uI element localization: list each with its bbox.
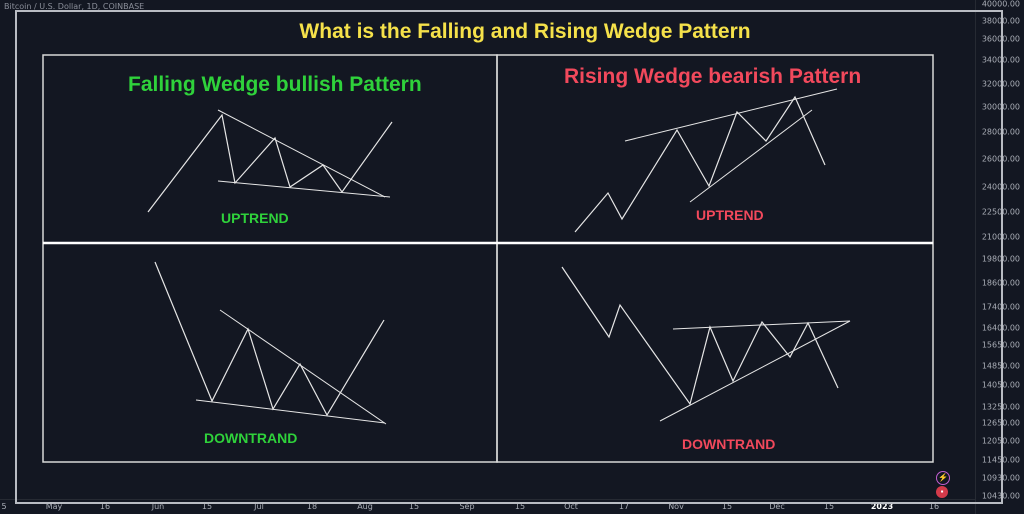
time-tick: 17 (618, 502, 630, 511)
time-tick: Nov (668, 502, 684, 511)
time-axis[interactable]: 5 May 16 Jun 15 Jul 18 Aug 15 Sep 15 Oct… (0, 499, 976, 514)
price-tick: 32000.00 (981, 79, 1020, 89)
time-tick: 16 (928, 502, 940, 511)
right-panel-border (496, 54, 934, 463)
falling-wedge-down-resistance (219, 309, 387, 425)
price-tick: 18600.00 (981, 278, 1020, 288)
price-tick: 13250.00 (981, 402, 1020, 412)
price-tick: 12650.00 (981, 418, 1020, 428)
price-tick: 40000.00 (981, 0, 1020, 9)
time-tick: 15 (514, 502, 526, 511)
time-tick: May (45, 502, 63, 511)
rising-wedge-up-price-path (574, 95, 826, 233)
price-tick: 30000.00 (981, 102, 1020, 112)
price-tick: 10430.00 (981, 491, 1020, 501)
time-tick: Aug (357, 502, 373, 511)
time-tick: Sep (459, 502, 475, 511)
flag-icon[interactable]: ▪ (936, 486, 948, 498)
falling-wedge-title: Falling Wedge bullish Pattern (128, 73, 422, 96)
lightning-icon[interactable]: ⚡ (936, 471, 950, 485)
time-tick: 18 (306, 502, 318, 511)
time-tick: 5 (1, 502, 7, 511)
falling-wedge-up-support (217, 180, 391, 198)
price-tick: 24000.00 (981, 182, 1020, 192)
time-tick: Jul (254, 502, 264, 511)
price-tick: 28000.00 (981, 127, 1020, 137)
falling-wedge-down-support (195, 399, 386, 424)
rising-wedge-down-support (659, 320, 851, 422)
rising-wedge-uptrend-label: UPTREND (696, 207, 764, 223)
price-tick: 11450.00 (981, 455, 1020, 465)
price-tick: 10930.00 (981, 473, 1020, 483)
falling-wedge-up-resistance (217, 109, 386, 198)
price-tick: 26000.00 (981, 154, 1020, 164)
time-tick: 15 (408, 502, 420, 511)
price-tick: 17400.00 (981, 302, 1020, 312)
price-tick: 34000.00 (981, 55, 1020, 65)
falling-wedge-down-price-path (154, 261, 385, 417)
price-tick: 14850.00 (981, 361, 1020, 371)
time-tick: 15 (201, 502, 213, 511)
price-tick: 12050.00 (981, 436, 1020, 446)
rising-wedge-up-resistance (624, 88, 838, 142)
price-tick: 22500.00 (981, 207, 1020, 217)
price-tick: 16400.00 (981, 323, 1020, 333)
time-tick: Dec (769, 502, 785, 511)
price-tick: 14050.00 (981, 380, 1020, 390)
price-axis[interactable]: 40000.00 38000.00 36000.00 34000.00 3200… (975, 0, 1024, 514)
falling-wedge-uptrend-label: UPTREND (221, 210, 289, 226)
rising-wedge-down-price-path (561, 266, 839, 406)
chart-symbol-label: Bitcoin / U.S. Dollar, 1D, COINBASE (4, 2, 145, 11)
falling-wedge-up-price-path (147, 113, 393, 213)
price-tick: 19800.00 (981, 254, 1020, 264)
price-tick: 15650.00 (981, 340, 1020, 350)
infographic-frame (15, 10, 1003, 504)
price-tick: 21000.00 (981, 232, 1020, 242)
time-tick: Jun (151, 502, 165, 511)
rising-wedge-up-support (689, 109, 813, 203)
page-title: What is the Falling and Rising Wedge Pat… (299, 20, 751, 43)
time-tick: 15 (721, 502, 733, 511)
rising-wedge-down-resistance (672, 320, 851, 330)
price-tick: 36000.00 (981, 34, 1020, 44)
falling-wedge-downtrend-label: DOWNTRAND (204, 430, 298, 446)
time-tick-year: 2023 (870, 502, 894, 511)
rising-wedge-downtrend-label: DOWNTRAND (682, 436, 776, 452)
time-tick: 15 (823, 502, 835, 511)
time-tick: Oct (564, 502, 578, 511)
rising-wedge-title: Rising Wedge bearish Pattern (564, 65, 862, 88)
price-tick: 38000.00 (981, 16, 1020, 26)
time-tick: 16 (99, 502, 111, 511)
